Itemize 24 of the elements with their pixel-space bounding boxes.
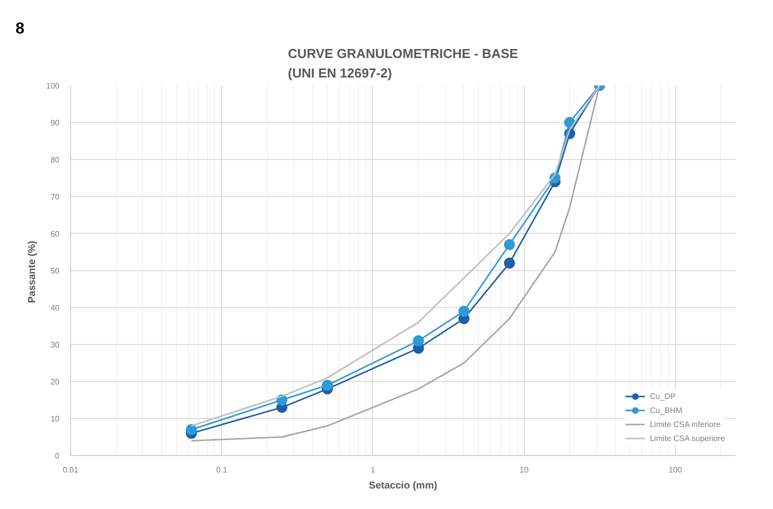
x-tick-label: 0.1 bbox=[216, 466, 228, 474]
x-axis-title: Setaccio (mm) bbox=[368, 480, 438, 492]
x-tick-label: 100 bbox=[668, 466, 683, 474]
legend-label: Cu_BHM bbox=[650, 404, 682, 417]
y-tick-label: 40 bbox=[50, 304, 60, 312]
y-tick-label: 20 bbox=[50, 378, 60, 386]
y-tick-label: 100 bbox=[46, 82, 60, 90]
y-tick-label: 70 bbox=[50, 192, 60, 202]
y-tick-label: 60 bbox=[50, 230, 60, 238]
chart-title: CURVE GRANULOMETRICHE - BASE (UNI EN 12697-2) bbox=[288, 46, 518, 80]
x-tick-label: 0.01 bbox=[62, 466, 79, 474]
y-tick-label: 80 bbox=[50, 156, 60, 164]
y-tick-label: 50 bbox=[50, 266, 60, 276]
text: 8 bbox=[16, 20, 24, 38]
y-tick-label: 10 bbox=[50, 414, 60, 424]
x-tick-label: 1 bbox=[370, 466, 376, 474]
y-tick-label: 30 bbox=[50, 340, 60, 350]
y-tick-label: 0 bbox=[55, 452, 60, 460]
legend-label: Limite CSA inferiore bbox=[650, 418, 721, 430]
y-axis-title: Passante (%) bbox=[27, 240, 38, 304]
legend-label: Cu_DP bbox=[650, 390, 676, 403]
y-tick-label: 90 bbox=[50, 118, 60, 128]
legend-label: Limite CSA superiore bbox=[650, 432, 725, 445]
x-tick-label: 10 bbox=[520, 466, 530, 474]
